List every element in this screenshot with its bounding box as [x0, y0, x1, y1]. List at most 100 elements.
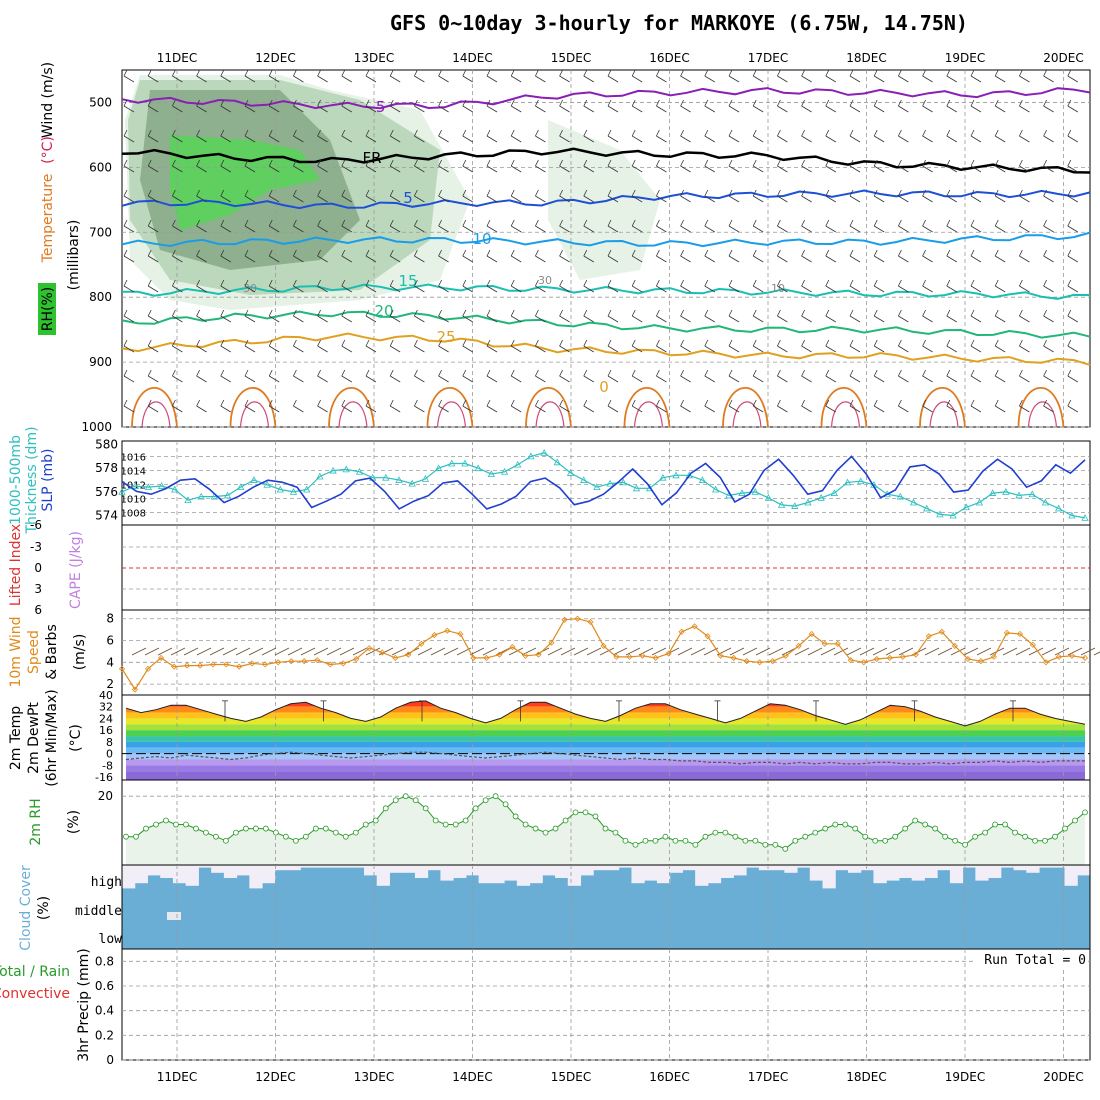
wind10-barb: [924, 647, 940, 656]
wind-barb: [728, 159, 733, 167]
wind-barb: [389, 375, 401, 383]
wind-barb: [268, 249, 273, 257]
rh2m-point: [692, 841, 699, 848]
wind-barb: [123, 129, 128, 137]
chart-title: GFS 0~10day 3-hourly for MARKOYE (6.75W,…: [390, 11, 968, 35]
wind-barb: [244, 309, 249, 317]
rh2m-point: [782, 845, 789, 852]
wind-barb: [607, 159, 612, 167]
wind-barb: [849, 129, 854, 137]
wind-barb: [1067, 225, 1079, 233]
wind-barb: [970, 165, 982, 173]
wind-barb: [777, 195, 788, 203]
wind10-point: [769, 658, 776, 665]
wind-barb: [244, 159, 249, 167]
wind-barb: [849, 399, 854, 407]
wind-barb: [196, 219, 200, 227]
wind-barb: [293, 285, 304, 293]
wind-barb: [656, 135, 667, 143]
wind-barb: [123, 405, 135, 413]
rh2m-point: [972, 833, 979, 840]
wind-barb: [801, 195, 812, 203]
wind10-point: [574, 615, 581, 622]
wind-barb: [244, 279, 249, 287]
wind-barb: [680, 105, 691, 113]
wind-barb: [898, 75, 909, 83]
cloud-high-gap: [516, 865, 531, 886]
wind-barb: [680, 315, 691, 323]
wind-barb: [438, 399, 442, 407]
wind-barb: [825, 375, 837, 383]
wind-barb: [462, 405, 474, 413]
wind-barb: [220, 285, 232, 293]
wind-barb: [486, 225, 498, 233]
wind10-barb: [261, 647, 277, 656]
wind-barb: [777, 219, 781, 227]
wind-barb: [898, 189, 902, 197]
wind-barb: [196, 129, 200, 137]
wind-barb: [873, 405, 885, 413]
cloud-high-gap: [160, 865, 174, 878]
wind-barb: [268, 219, 273, 227]
wind-barb: [583, 369, 588, 377]
wind-barb: [583, 255, 595, 263]
wind-barb: [438, 165, 449, 173]
wind-barb: [680, 165, 691, 173]
wind-barb: [244, 375, 256, 383]
temp-tick: 16: [99, 724, 113, 737]
wind10-point: [743, 658, 750, 665]
wind-barb: [559, 249, 563, 257]
wind10-barb: [690, 647, 706, 656]
thickness-point: [408, 479, 416, 487]
wind-barb: [583, 105, 595, 113]
wind-barb: [414, 339, 418, 347]
wind10-barbs-label: & Barbs: [44, 624, 60, 680]
wind-barb: [583, 309, 588, 317]
temp-band: [122, 695, 1090, 701]
wind-barb: [777, 345, 788, 353]
wind-barb: [922, 165, 933, 173]
wind-barb: [1043, 399, 1047, 407]
wind10-barb: [339, 647, 355, 656]
wind-barb: [898, 219, 902, 227]
rh2m-point: [562, 817, 569, 824]
rh2m-point: [1062, 825, 1068, 832]
wind-barb: [1019, 105, 1030, 113]
wind-barb: [438, 99, 442, 107]
wind-barb: [365, 339, 370, 347]
wind-barb: [970, 219, 975, 227]
wind-barb: [268, 189, 273, 197]
wind-barb: [825, 99, 830, 107]
wind-barb: [414, 99, 418, 107]
pressure-tick: 500: [89, 95, 112, 109]
cloud-high-gap: [669, 865, 683, 873]
temp-tick: -8: [102, 759, 113, 772]
wind-barb: [704, 99, 709, 107]
wind-barb: [486, 189, 491, 197]
wind-barb: [365, 249, 370, 257]
wind-barb: [196, 309, 200, 317]
wind-barb: [462, 135, 474, 143]
wind10-barb: [469, 647, 485, 656]
wind-barb: [462, 345, 474, 353]
date-tick-top: 19DEC: [945, 51, 985, 65]
cloud-high-gap: [758, 865, 773, 871]
wind-barb: [994, 255, 1006, 263]
wind-barb: [317, 345, 328, 353]
wind10-barb: [950, 647, 966, 656]
wind-barb: [317, 405, 328, 413]
wind-barb: [704, 255, 716, 263]
wind-barb: [922, 279, 926, 287]
wind-barb: [680, 405, 691, 413]
wind-barb: [607, 105, 619, 113]
wind-barb: [849, 309, 854, 317]
wind-barb: [293, 219, 297, 227]
wind-barb: [196, 405, 207, 413]
wind-barb: [414, 369, 418, 377]
wind-barb: [123, 189, 128, 197]
wind-barb: [438, 69, 442, 77]
wind-barb: [1019, 339, 1023, 347]
wind10-point: [626, 653, 633, 660]
thickness-point: [263, 480, 271, 488]
wind-barb: [244, 219, 249, 227]
